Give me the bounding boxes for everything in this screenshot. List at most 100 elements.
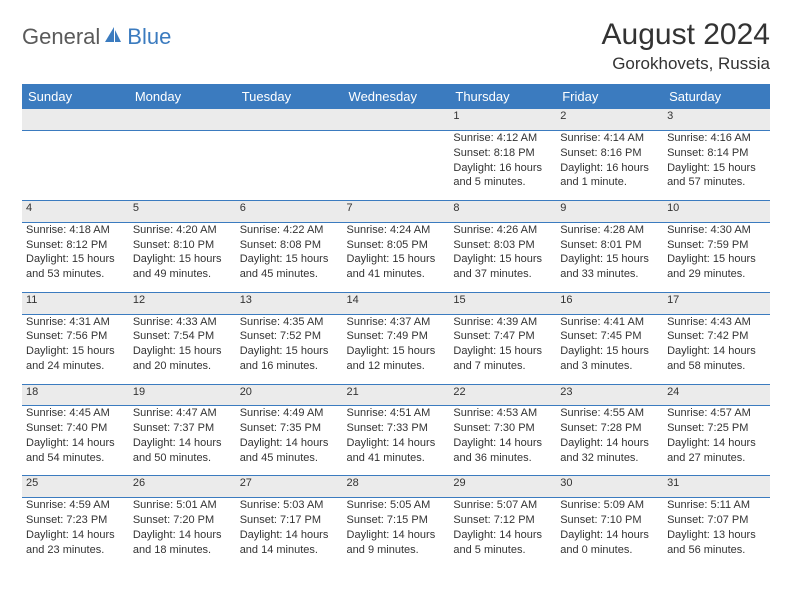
- daylight-text: and 0 minutes.: [560, 543, 659, 558]
- daylight-text: and 14 minutes.: [240, 543, 339, 558]
- sunset-text: Sunset: 7:30 PM: [453, 421, 552, 436]
- day-detail-cell: Sunrise: 4:12 AMSunset: 8:18 PMDaylight:…: [449, 130, 556, 200]
- sunset-text: Sunset: 7:42 PM: [667, 329, 766, 344]
- day-detail-cell: Sunrise: 4:53 AMSunset: 7:30 PMDaylight:…: [449, 406, 556, 476]
- day-number-cell: 1: [449, 109, 556, 130]
- daylight-text: Daylight: 14 hours: [667, 344, 766, 359]
- daylight-text: Daylight: 15 hours: [347, 344, 446, 359]
- day-detail-cell: Sunrise: 4:14 AMSunset: 8:16 PMDaylight:…: [556, 130, 663, 200]
- sunset-text: Sunset: 7:15 PM: [347, 513, 446, 528]
- sunrise-text: Sunrise: 4:33 AM: [133, 315, 232, 330]
- day-detail-cell: Sunrise: 5:07 AMSunset: 7:12 PMDaylight:…: [449, 498, 556, 568]
- day-number-cell: 18: [22, 384, 129, 406]
- sunrise-text: Sunrise: 5:01 AM: [133, 498, 232, 513]
- brand-part1: General: [22, 24, 100, 50]
- sunrise-text: Sunrise: 4:49 AM: [240, 406, 339, 421]
- day-number-cell: 25: [22, 476, 129, 498]
- sunrise-text: Sunrise: 4:30 AM: [667, 223, 766, 238]
- day-number-cell: 27: [236, 476, 343, 498]
- sunrise-text: Sunrise: 4:41 AM: [560, 315, 659, 330]
- sunrise-text: Sunrise: 5:11 AM: [667, 498, 766, 513]
- day-number-cell: 5: [129, 200, 236, 222]
- weekday-header: Tuesday: [236, 84, 343, 109]
- day-detail-cell: Sunrise: 5:11 AMSunset: 7:07 PMDaylight:…: [663, 498, 770, 568]
- day-detail-row: Sunrise: 4:59 AMSunset: 7:23 PMDaylight:…: [22, 498, 770, 568]
- sunrise-text: Sunrise: 4:37 AM: [347, 315, 446, 330]
- day-number-row: 123: [22, 109, 770, 130]
- day-detail-cell: Sunrise: 5:03 AMSunset: 7:17 PMDaylight:…: [236, 498, 343, 568]
- day-detail-cell: Sunrise: 4:24 AMSunset: 8:05 PMDaylight:…: [343, 222, 450, 292]
- daylight-text: Daylight: 14 hours: [667, 436, 766, 451]
- sunrise-text: Sunrise: 4:55 AM: [560, 406, 659, 421]
- header: General Blue August 2024 Gorokhovets, Ru…: [22, 18, 770, 74]
- day-number-row: 45678910: [22, 200, 770, 222]
- sunset-text: Sunset: 8:10 PM: [133, 238, 232, 253]
- day-number-cell: 14: [343, 292, 450, 314]
- day-detail-cell: Sunrise: 4:37 AMSunset: 7:49 PMDaylight:…: [343, 314, 450, 384]
- daylight-text: and 16 minutes.: [240, 359, 339, 374]
- day-detail-cell: Sunrise: 4:30 AMSunset: 7:59 PMDaylight:…: [663, 222, 770, 292]
- daylight-text: Daylight: 14 hours: [240, 436, 339, 451]
- daylight-text: and 50 minutes.: [133, 451, 232, 466]
- sunset-text: Sunset: 8:18 PM: [453, 146, 552, 161]
- day-number-cell: 8: [449, 200, 556, 222]
- day-detail-cell: Sunrise: 4:41 AMSunset: 7:45 PMDaylight:…: [556, 314, 663, 384]
- day-detail-cell: Sunrise: 4:18 AMSunset: 8:12 PMDaylight:…: [22, 222, 129, 292]
- sunrise-text: Sunrise: 4:26 AM: [453, 223, 552, 238]
- sunrise-text: Sunrise: 4:39 AM: [453, 315, 552, 330]
- sunset-text: Sunset: 7:07 PM: [667, 513, 766, 528]
- day-detail-cell: Sunrise: 4:39 AMSunset: 7:47 PMDaylight:…: [449, 314, 556, 384]
- daylight-text: Daylight: 15 hours: [560, 344, 659, 359]
- daylight-text: and 36 minutes.: [453, 451, 552, 466]
- daylight-text: and 45 minutes.: [240, 451, 339, 466]
- day-number-cell: 15: [449, 292, 556, 314]
- sunset-text: Sunset: 7:47 PM: [453, 329, 552, 344]
- sunrise-text: Sunrise: 4:22 AM: [240, 223, 339, 238]
- daylight-text: and 58 minutes.: [667, 359, 766, 374]
- day-detail-cell: Sunrise: 4:47 AMSunset: 7:37 PMDaylight:…: [129, 406, 236, 476]
- sunrise-text: Sunrise: 4:35 AM: [240, 315, 339, 330]
- day-number-cell: 9: [556, 200, 663, 222]
- sunset-text: Sunset: 8:12 PM: [26, 238, 125, 253]
- day-number-cell: 12: [129, 292, 236, 314]
- day-detail-cell: Sunrise: 4:45 AMSunset: 7:40 PMDaylight:…: [22, 406, 129, 476]
- daylight-text: Daylight: 14 hours: [347, 436, 446, 451]
- daylight-text: Daylight: 14 hours: [26, 528, 125, 543]
- daylight-text: and 49 minutes.: [133, 267, 232, 282]
- day-number-cell: 21: [343, 384, 450, 406]
- weekday-header-row: Sunday Monday Tuesday Wednesday Thursday…: [22, 84, 770, 109]
- day-detail-cell: Sunrise: 4:22 AMSunset: 8:08 PMDaylight:…: [236, 222, 343, 292]
- sunset-text: Sunset: 7:20 PM: [133, 513, 232, 528]
- daylight-text: and 53 minutes.: [26, 267, 125, 282]
- daylight-text: Daylight: 15 hours: [133, 344, 232, 359]
- sunset-text: Sunset: 7:17 PM: [240, 513, 339, 528]
- day-number-row: 11121314151617: [22, 292, 770, 314]
- day-detail-cell: Sunrise: 4:43 AMSunset: 7:42 PMDaylight:…: [663, 314, 770, 384]
- sunrise-text: Sunrise: 4:31 AM: [26, 315, 125, 330]
- sunrise-text: Sunrise: 5:07 AM: [453, 498, 552, 513]
- sunrise-text: Sunrise: 4:59 AM: [26, 498, 125, 513]
- sunset-text: Sunset: 8:14 PM: [667, 146, 766, 161]
- day-number-cell: 6: [236, 200, 343, 222]
- sunset-text: Sunset: 7:59 PM: [667, 238, 766, 253]
- day-detail-cell: [236, 130, 343, 200]
- daylight-text: and 20 minutes.: [133, 359, 232, 374]
- sunset-text: Sunset: 7:37 PM: [133, 421, 232, 436]
- day-detail-cell: [343, 130, 450, 200]
- daylight-text: Daylight: 15 hours: [453, 252, 552, 267]
- daylight-text: and 37 minutes.: [453, 267, 552, 282]
- daylight-text: and 27 minutes.: [667, 451, 766, 466]
- daylight-text: and 12 minutes.: [347, 359, 446, 374]
- day-detail-cell: Sunrise: 4:26 AMSunset: 8:03 PMDaylight:…: [449, 222, 556, 292]
- day-number-cell: 2: [556, 109, 663, 130]
- day-number-row: 25262728293031: [22, 476, 770, 498]
- daylight-text: and 54 minutes.: [26, 451, 125, 466]
- daylight-text: Daylight: 14 hours: [560, 528, 659, 543]
- sunset-text: Sunset: 8:16 PM: [560, 146, 659, 161]
- day-detail-cell: Sunrise: 4:55 AMSunset: 7:28 PMDaylight:…: [556, 406, 663, 476]
- sunrise-text: Sunrise: 5:05 AM: [347, 498, 446, 513]
- sunset-text: Sunset: 7:52 PM: [240, 329, 339, 344]
- calendar-page: General Blue August 2024 Gorokhovets, Ru…: [0, 0, 792, 578]
- daylight-text: and 41 minutes.: [347, 451, 446, 466]
- sunset-text: Sunset: 7:35 PM: [240, 421, 339, 436]
